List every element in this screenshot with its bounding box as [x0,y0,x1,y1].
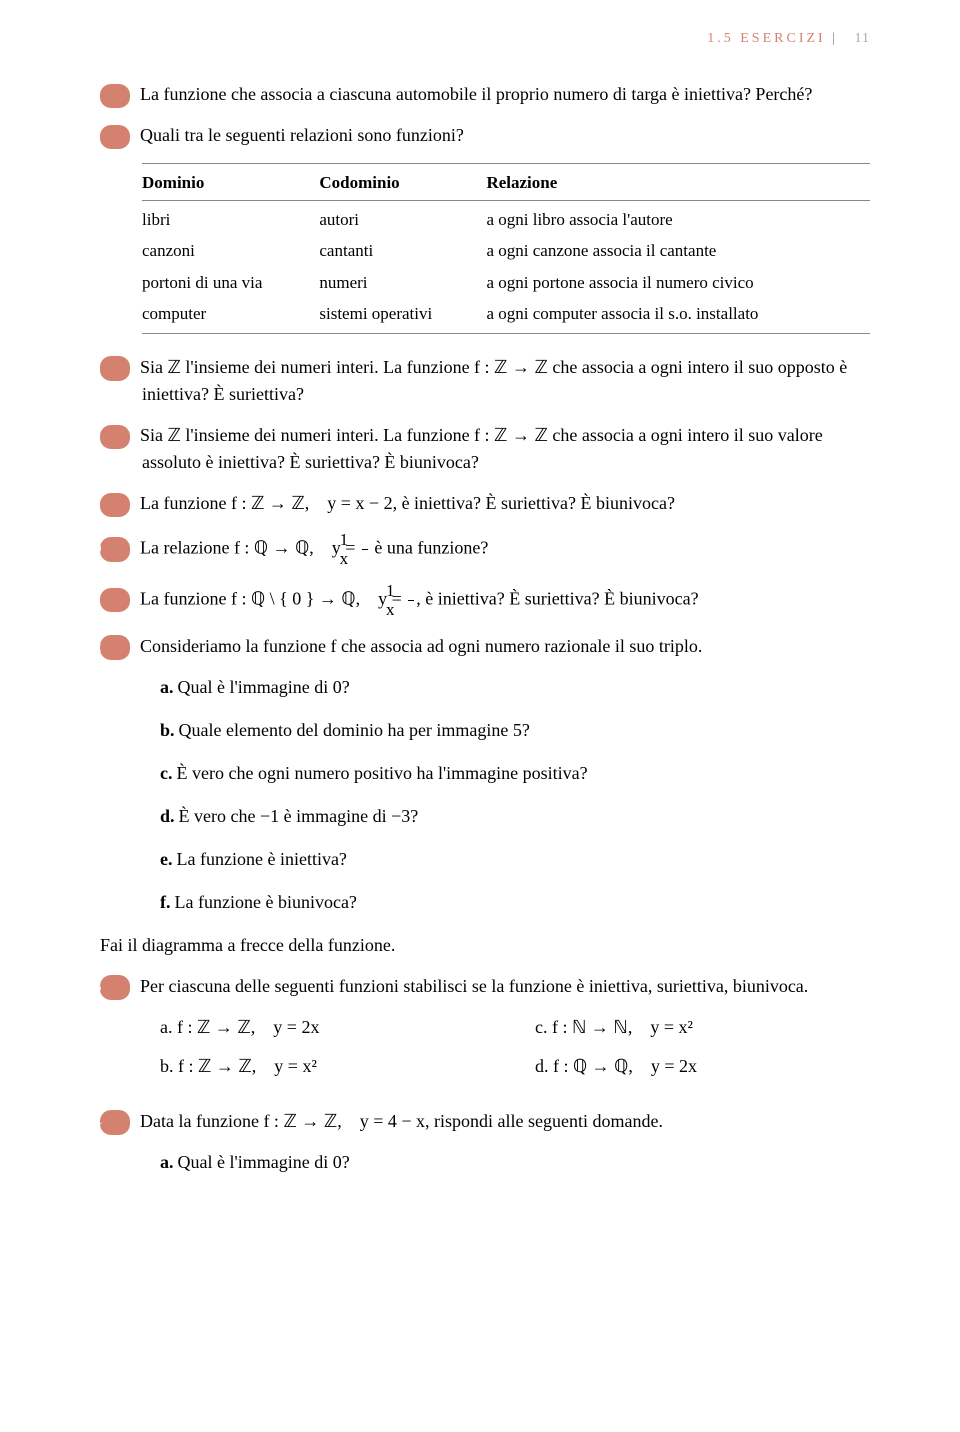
table-row: portoni di una via numeri a ogni portone… [142,267,870,299]
list-item: a. f : ℤ → ℤ, y = 2x [160,1014,495,1041]
badge-5: 5 [100,84,130,109]
relation-table: Dominio Codominio Relazione libri autori… [142,163,870,334]
col-left: a. f : ℤ → ℤ, y = 2x b. f : ℤ → ℤ, y = x… [160,1014,495,1092]
exercise-5-text: La funzione che associa a ciascuna autom… [140,84,812,104]
exercise-12-text: Consideriamo la funzione f che associa a… [140,636,702,656]
exercise-11: 11 La funzione f : ℚ \ { 0 } → ℚ, y = 1x,… [100,582,870,619]
list-item: d. f : ℚ → ℚ, y = 2x [535,1053,870,1080]
exercise-14-list: a.Qual è l'immagine di 0? [160,1149,870,1176]
exercise-6: 6 Quali tra le seguenti relazioni sono fu… [100,122,870,149]
badge-11: 11 [100,588,130,613]
exercise-11-pre: La funzione f : ℚ \ { 0 } → ℚ, y = [140,588,402,608]
exercise-5: 5 La funzione che associa a ciascuna auto… [100,81,870,108]
col-dominio: Dominio [142,164,319,201]
list-item: c.È vero che ogni numero positivo ha l'i… [160,760,870,787]
badge-13: 13 [100,975,130,1000]
fraction-1-x: 1x [362,531,368,568]
header-section: 1.5 ESERCIZI [707,31,825,46]
list-item: a.Qual è l'immagine di 0? [160,674,870,701]
list-item: a.Qual è l'immagine di 0? [160,1149,870,1176]
table-row: computer sistemi operativi a ogni comput… [142,298,870,333]
exercise-13: 13 Per ciascuna delle seguenti funzioni s… [100,973,870,1000]
exercise-13-list: a. f : ℤ → ℤ, y = 2x b. f : ℤ → ℤ, y = x… [160,1014,870,1092]
list-item: f.La funzione è biunivoca? [160,889,870,916]
badge-10: 10 [100,537,130,562]
table-row: canzoni cantanti a ogni canzone associa … [142,235,870,267]
badge-12: 12 [100,635,130,660]
col-codominio: Codominio [319,164,486,201]
col-relazione: Relazione [486,164,870,201]
badge-8: 8 [100,425,130,450]
col-right: c. f : ℕ → ℕ, y = x² d. f : ℚ → ℚ, y = 2… [535,1014,870,1092]
exercise-9: 9 La funzione f : ℤ → ℤ, y = x − 2, è ini… [100,490,870,517]
list-item: b.Quale elemento del dominio ha per imma… [160,717,870,744]
exercise-14: 14 Data la funzione f : ℤ → ℤ, y = 4 − x,… [100,1108,870,1135]
exercise-8-text: Sia ℤ l'insieme dei numeri interi. La fu… [140,425,823,472]
badge-9: 9 [100,493,130,518]
exercise-10-post: è una funzione? [370,538,488,558]
badge-14: 14 [100,1110,130,1135]
badge-6: 6 [100,125,130,150]
exercise-10-pre: La relazione f : ℚ → ℚ, y = [140,538,355,558]
list-item: e.La funzione è iniettiva? [160,846,870,873]
exercise-6-text: Quali tra le seguenti relazioni sono fun… [140,125,464,145]
exercise-14-text: Data la funzione f : ℤ → ℤ, y = 4 − x, r… [140,1111,663,1131]
exercise-12-footer: Fai il diagramma a frecce della funzione… [100,932,870,959]
exercise-12-list: a.Qual è l'immagine di 0? b.Quale elemen… [160,674,870,916]
exercise-7-text: Sia ℤ l'insieme dei numeri interi. La fu… [140,357,847,404]
list-item: d.È vero che −1 è immagine di −3? [160,803,870,830]
table-header-row: Dominio Codominio Relazione [142,164,870,201]
exercise-10: 10 La relazione f : ℚ → ℚ, y = 1x è una f… [100,531,870,568]
header-page: 11 [855,31,870,46]
exercise-8: 8 Sia ℤ l'insieme dei numeri interi. La f… [100,422,870,476]
exercise-7: 7 Sia ℤ l'insieme dei numeri interi. La f… [100,354,870,408]
exercise-11-post: , è iniettiva? È suriettiva? È biunivoca… [416,588,698,608]
list-item: b. f : ℤ → ℤ, y = x² [160,1053,495,1080]
page-header: 1.5 ESERCIZI | 11 [100,28,870,49]
badge-7: 7 [100,356,130,381]
exercise-13-text: Per ciascuna delle seguenti funzioni sta… [140,976,808,996]
fraction-1-x: 1x [408,582,414,619]
table-row: libri autori a ogni libro associa l'auto… [142,200,870,235]
exercise-12: 12 Consideriamo la funzione f che associa… [100,633,870,660]
list-item: c. f : ℕ → ℕ, y = x² [535,1014,870,1041]
header-divider: | [832,31,838,46]
exercise-9-text: La funzione f : ℤ → ℤ, y = x − 2, è inie… [140,493,675,513]
